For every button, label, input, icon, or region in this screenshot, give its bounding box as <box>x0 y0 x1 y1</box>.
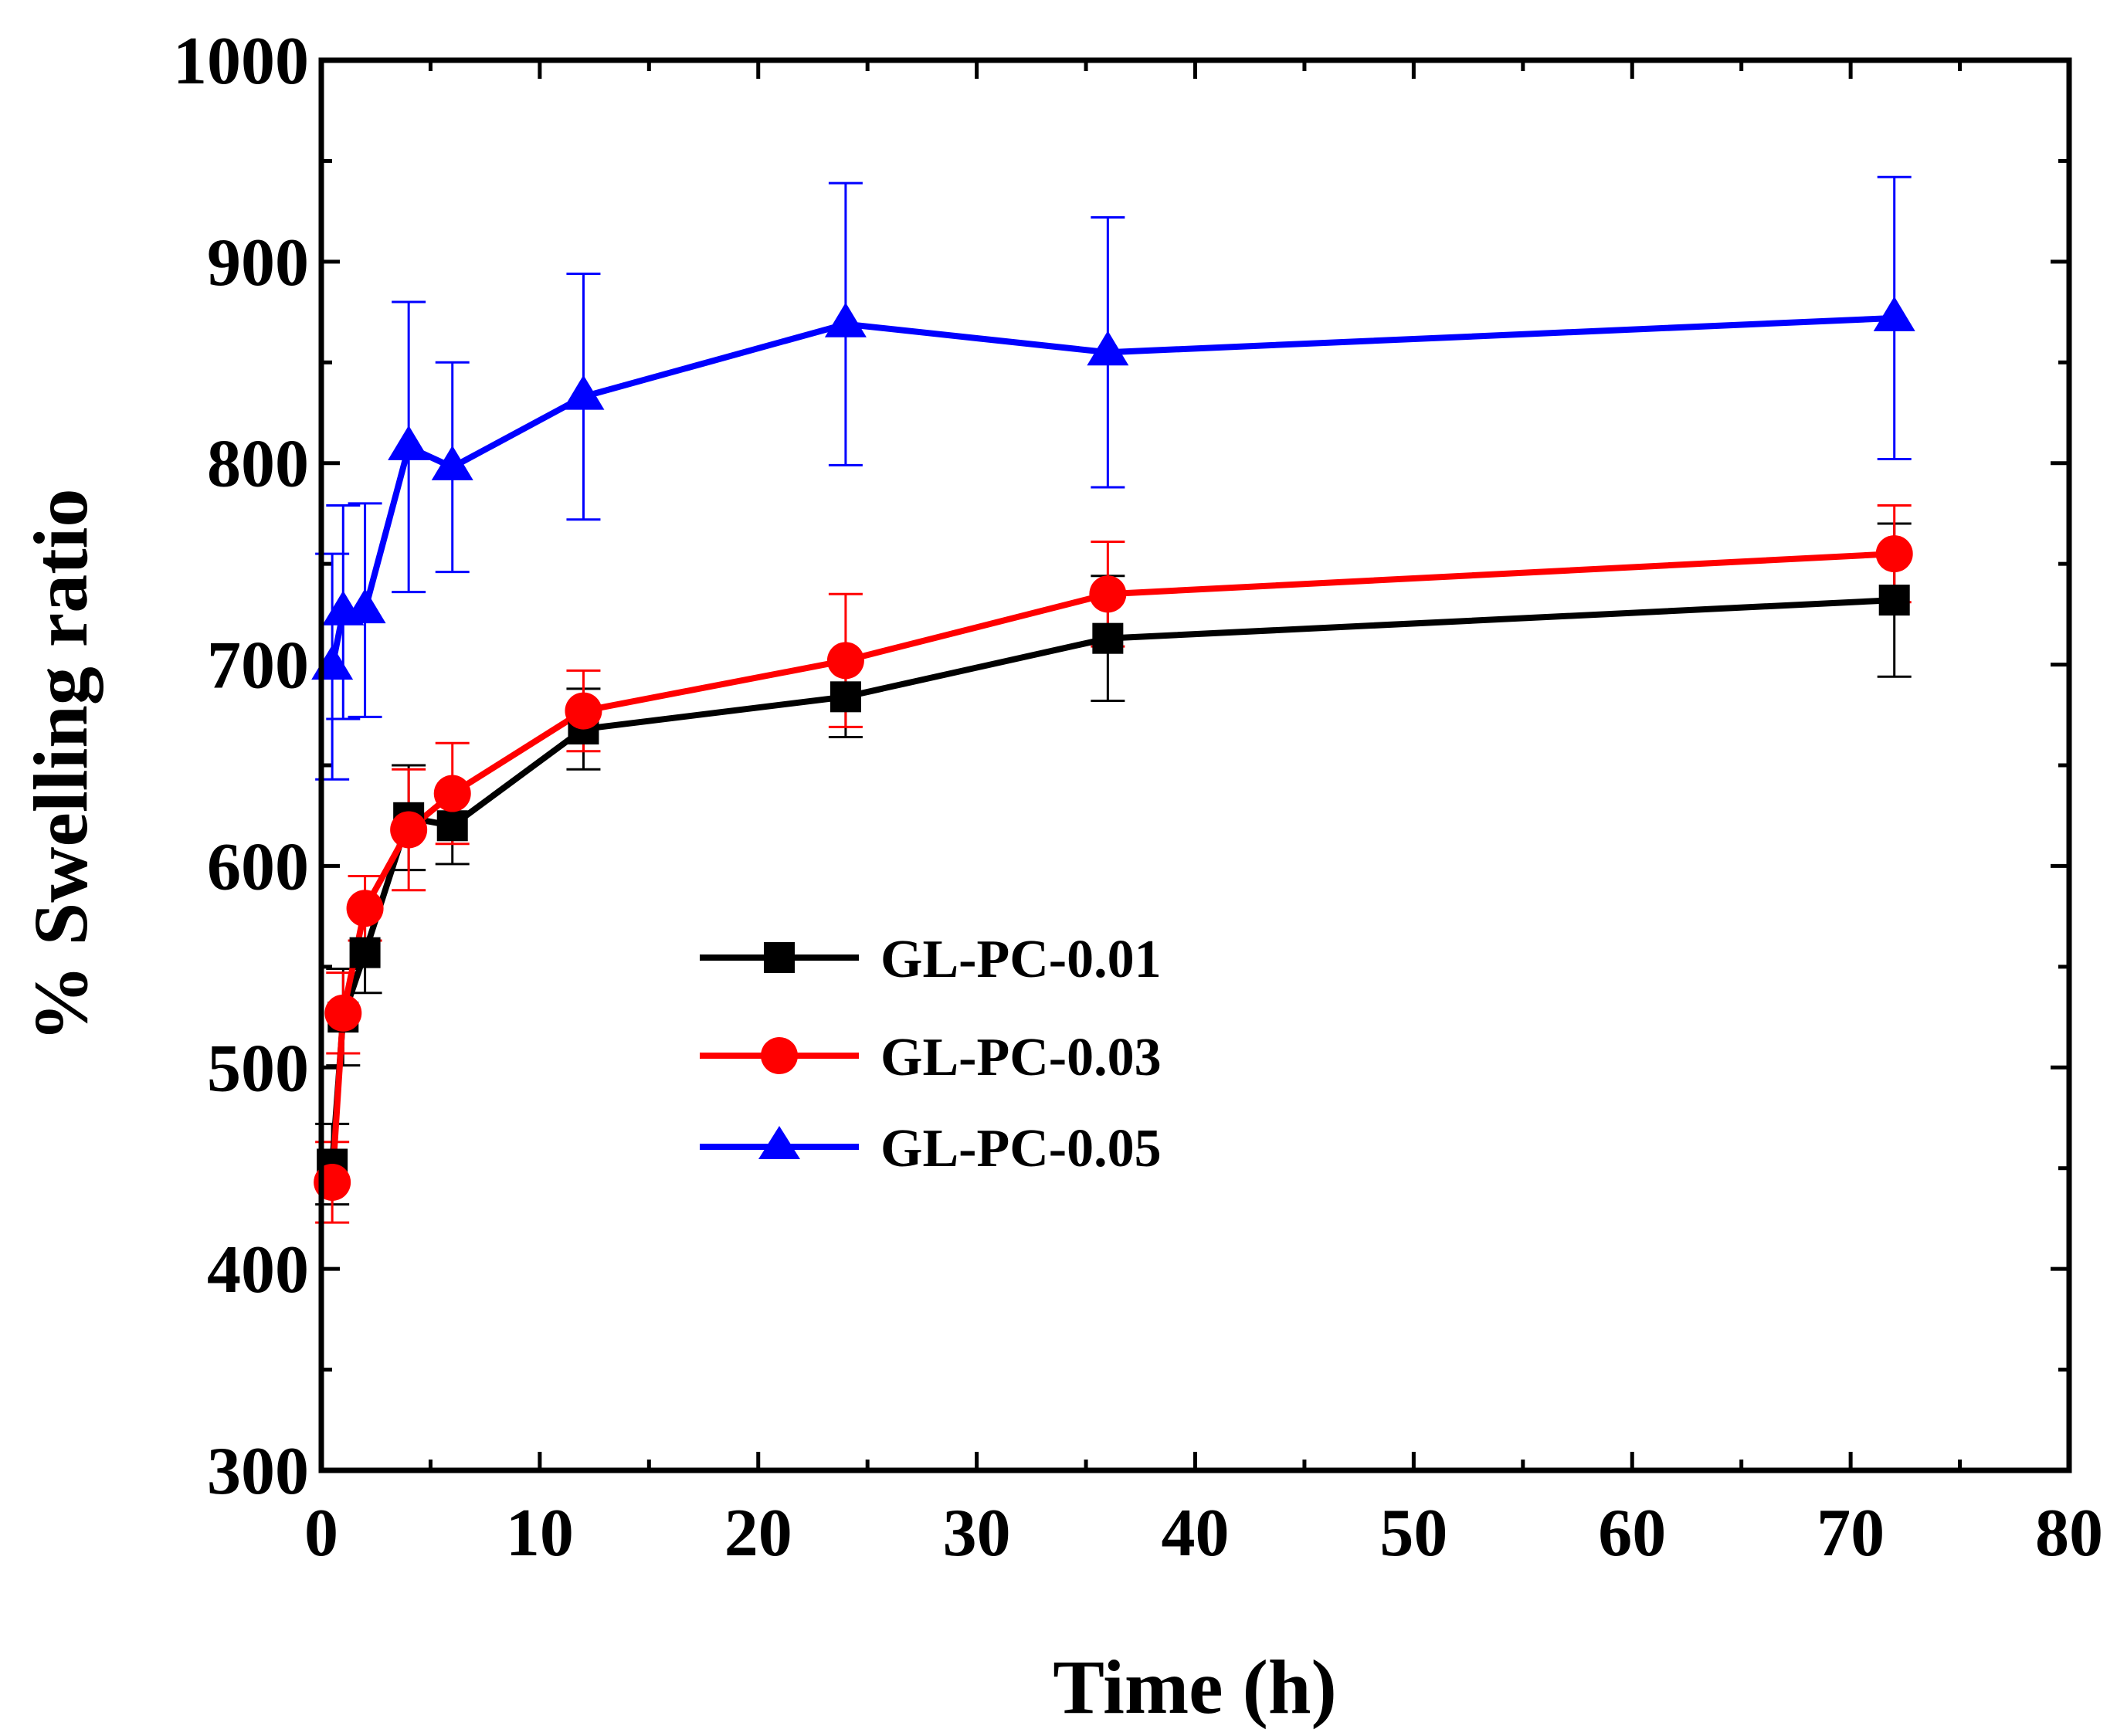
x-tick-label: 20 <box>724 1496 792 1571</box>
x-tick-label: 50 <box>1379 1496 1447 1571</box>
data-point-gl-pc-0-03 <box>1875 535 1913 573</box>
legend-label-gl-pc-0-05: GL-PC-0.05 <box>880 1119 1162 1178</box>
y-tick-label: 600 <box>207 829 309 904</box>
data-point-gl-pc-0-05 <box>1087 331 1129 366</box>
x-tick-label: 30 <box>943 1496 1011 1571</box>
data-point-gl-pc-0-01 <box>1878 585 1910 616</box>
data-point-gl-pc-0-01 <box>829 681 861 713</box>
y-tick-label: 900 <box>207 225 309 300</box>
y-tick-label: 300 <box>207 1434 309 1509</box>
legend-item-gl-pc-0-01: GL-PC-0.01 <box>700 930 1162 989</box>
data-point-gl-pc-0-03 <box>390 811 428 849</box>
tick-labels: 0 10 20 30 40 50 60 70 80 300 400 500 600 700 800 900 10… <box>173 24 2103 1571</box>
x-tick-label: 80 <box>2035 1496 2103 1571</box>
data-point-gl-pc-0-03 <box>1089 575 1127 613</box>
legend-marker-circle <box>761 1037 798 1074</box>
legend-marker-square <box>764 942 795 973</box>
x-tick-label: 10 <box>506 1496 574 1571</box>
data-point-gl-pc-0-01 <box>436 810 468 842</box>
x-tick-label: 70 <box>1817 1496 1885 1571</box>
x-tick-label: 0 <box>304 1496 338 1571</box>
plot-frame <box>318 57 2072 1473</box>
data-point-gl-pc-0-05 <box>562 375 605 410</box>
data-point-gl-pc-0-05 <box>1873 296 1915 331</box>
data-point-gl-pc-0-05 <box>431 445 473 480</box>
data-point-gl-pc-0-03 <box>324 994 362 1032</box>
data-point-gl-pc-0-05 <box>824 302 867 337</box>
y-tick-label: 400 <box>207 1232 309 1307</box>
legend-marker-triangle <box>758 1126 800 1159</box>
legend-label-gl-pc-0-03: GL-PC-0.03 <box>880 1028 1162 1087</box>
data-point-gl-pc-0-01 <box>349 937 381 968</box>
data-point-gl-pc-0-03 <box>433 775 471 812</box>
y-tick-label: 500 <box>207 1031 309 1106</box>
y-tick-label: 800 <box>207 427 309 502</box>
x-tick-label: 40 <box>1162 1496 1230 1571</box>
data-point-gl-pc-0-03 <box>826 642 864 680</box>
data-point-gl-pc-0-03 <box>565 692 602 730</box>
data-point-gl-pc-0-01 <box>1092 622 1124 654</box>
legend-label-gl-pc-0-01: GL-PC-0.01 <box>880 930 1162 989</box>
y-tick-label: 700 <box>207 629 309 704</box>
y-tick-label: 1000 <box>173 24 309 99</box>
data-point-gl-pc-0-05 <box>344 588 386 624</box>
legend-item-gl-pc-0-03: GL-PC-0.03 <box>700 1028 1162 1087</box>
x-axis-title: Time (h) <box>1053 1644 1337 1730</box>
legend-item-gl-pc-0-05: GL-PC-0.05 <box>700 1119 1162 1178</box>
y-axis-title: % Swelling ratio <box>18 489 103 1043</box>
data-point-gl-pc-0-03 <box>346 890 384 927</box>
data-point-gl-pc-0-05 <box>388 425 430 460</box>
x-tick-label: 60 <box>1598 1496 1666 1571</box>
legend: GL-PC-0.01 GL-PC-0.03 GL-PC-0.05 <box>700 930 1162 1178</box>
